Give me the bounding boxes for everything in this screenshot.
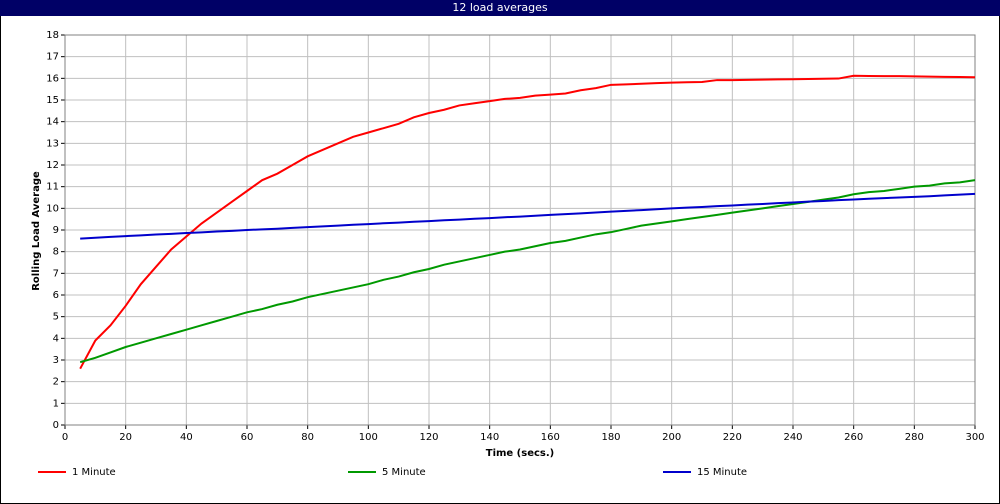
x-tick-label: 20 <box>119 432 132 443</box>
y-tick-label: 16 <box>46 73 59 84</box>
title-bar <box>0 0 1000 16</box>
y-tick-label: 7 <box>53 268 59 279</box>
legend-label: 1 Minute <box>72 467 116 478</box>
y-tick-label: 8 <box>53 247 59 258</box>
y-tick-label: 6 <box>53 290 59 301</box>
x-tick-label: 120 <box>419 432 438 443</box>
x-tick-label: 160 <box>541 432 560 443</box>
y-tick-label: 3 <box>53 355 59 366</box>
y-tick-label: 14 <box>46 117 59 128</box>
y-tick-label: 5 <box>53 312 59 323</box>
y-tick-label: 0 <box>53 420 59 431</box>
x-tick-label: 140 <box>480 432 499 443</box>
plot-frame <box>64 34 976 426</box>
legend-label: 15 Minute <box>697 467 747 478</box>
y-tick-label: 2 <box>53 377 59 388</box>
x-tick-label: 260 <box>844 432 863 443</box>
x-tick-label: 40 <box>180 432 193 443</box>
x-tick-label: 240 <box>783 432 802 443</box>
y-tick-label: 1 <box>53 398 59 409</box>
x-axis-label: Time (secs.) <box>486 448 555 459</box>
y-tick-label: 4 <box>53 333 59 344</box>
series-line <box>80 192 976 240</box>
series-line <box>79 74 976 370</box>
x-tick-label: 200 <box>662 432 681 443</box>
x-tick-label: 220 <box>723 432 742 443</box>
y-tick-label: 17 <box>46 52 59 63</box>
x-tick-label: 60 <box>241 432 254 443</box>
y-tick-label: 15 <box>46 95 59 106</box>
x-tick-label: 280 <box>905 432 924 443</box>
legend-label: 5 Minute <box>382 467 426 478</box>
x-tick-label: 0 <box>62 432 68 443</box>
x-tick-label: 80 <box>301 432 314 443</box>
y-tick-label: 12 <box>46 160 59 171</box>
y-axis-label: Rolling Load Average <box>31 171 42 291</box>
chart-title: 12 load averages <box>452 1 548 14</box>
x-tick-label: 100 <box>359 432 378 443</box>
y-tick-label: 10 <box>46 203 59 214</box>
series-line <box>79 179 976 364</box>
y-tick-label: 9 <box>53 225 59 236</box>
y-tick-label: 18 <box>46 30 59 41</box>
y-tick-label: 11 <box>46 182 59 193</box>
x-tick-label: 300 <box>965 432 984 443</box>
x-tick-label: 180 <box>601 432 620 443</box>
y-tick-label: 13 <box>46 138 59 149</box>
